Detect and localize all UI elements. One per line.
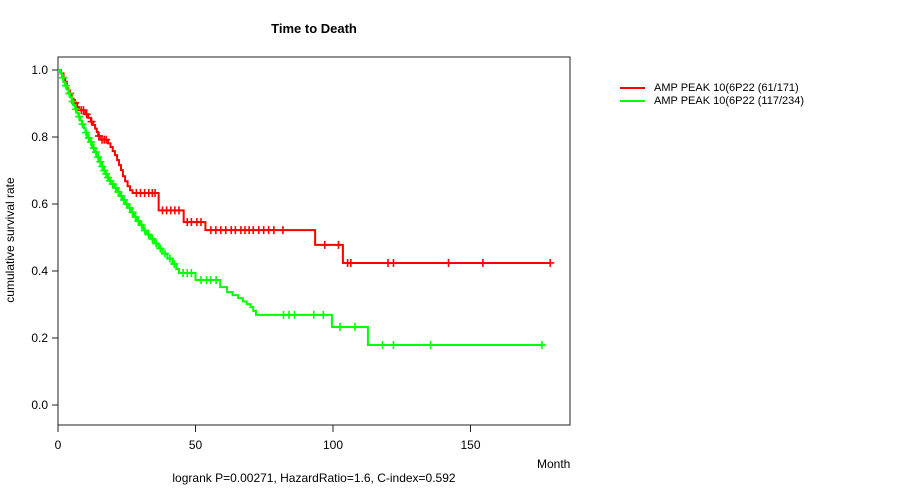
legend-label: AMP PEAK 10(6P22 (61/171)	[654, 81, 799, 94]
legend-item: AMP PEAK 10(6P22 (117/234)	[620, 94, 804, 107]
legend-item: AMP PEAK 10(6P22 (61/171)	[620, 81, 804, 94]
y-tick-label: 0.0	[31, 398, 48, 412]
chart-title: Time to Death	[271, 21, 357, 36]
y-tick-label: 1.0	[31, 63, 48, 77]
legend-label: AMP PEAK 10(6P22 (117/234)	[654, 94, 805, 107]
x-axis-label: Month	[537, 457, 571, 471]
legend-line-sample-red	[620, 86, 645, 89]
km-curve-0	[58, 69, 551, 264]
y-tick-label: 0.2	[31, 331, 48, 345]
x-tick-label: 150	[460, 438, 481, 452]
censor-marks-1	[58, 73, 546, 350]
y-tick-label: 0.6	[31, 197, 48, 211]
x-tick-label: 0	[54, 438, 62, 452]
x-tick-label: 100	[322, 438, 344, 452]
plot-border	[57, 56, 571, 426]
legend: AMP PEAK 10(6P22 (61/171) AMP PEAK 10(6P…	[620, 81, 804, 107]
y-tick-label: 0.4	[31, 264, 48, 278]
stats-annotation: logrank P=0.00271, HazardRatio=1.6, C-in…	[172, 471, 456, 485]
legend-line-sample-green	[620, 99, 645, 102]
y-tick-label: 0.8	[31, 130, 48, 144]
censor-marks-0	[66, 89, 555, 267]
x-tick-label: 50	[188, 438, 203, 452]
